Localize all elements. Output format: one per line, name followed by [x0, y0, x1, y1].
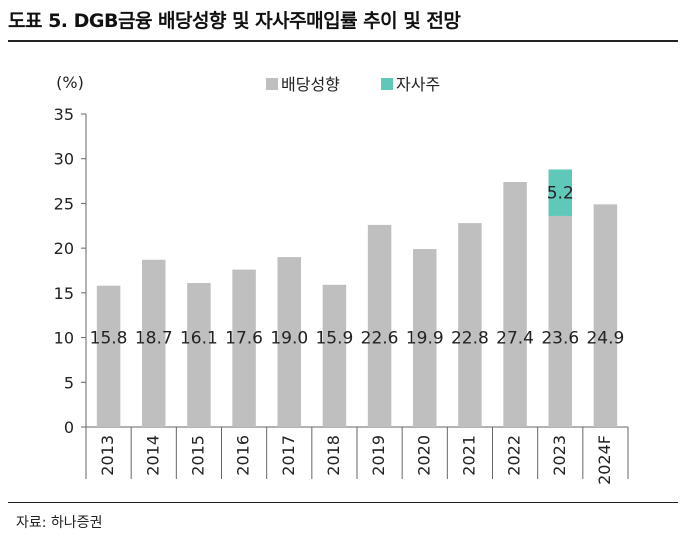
payout-bar	[142, 259, 166, 427]
bar-chart: (%) 0 5 10 15 20 25 30 35 2013 2014 2015 2016 2017 201…	[54, 73, 629, 485]
payout-bar	[232, 269, 256, 427]
x-tick-label: 2024F	[595, 435, 614, 485]
payout-bar	[322, 284, 347, 427]
payout-value-label: 15.9	[315, 329, 353, 349]
payout-bar	[96, 285, 121, 427]
payout-bar	[187, 283, 211, 427]
x-tick-label: 2020	[414, 435, 433, 476]
x-tick-label: 2018	[324, 435, 343, 476]
payout-value-label: 15.8	[90, 329, 128, 349]
payout-bar	[593, 204, 618, 427]
payout-value-label: 27.4	[496, 329, 534, 349]
x-tick-label: 2021	[459, 435, 478, 476]
x-tick-label: 2022	[505, 435, 524, 476]
bars-layer	[96, 169, 618, 427]
payout-bar	[413, 249, 437, 427]
payout-value-label: 22.8	[451, 329, 489, 349]
payout-value-label: 19.9	[406, 329, 444, 349]
y-tick-label: 25	[54, 194, 74, 213]
y-unit-label: (%)	[56, 73, 84, 92]
x-tick-label: 2015	[188, 435, 207, 476]
data-labels-layer: 15.8 18.7 16.1 17.6 19.0 15.9 22.6 19.9 22.8 27.4…	[90, 184, 625, 349]
source-note: 자료: 하나증권	[16, 515, 103, 531]
legend-swatch-buyback	[381, 78, 393, 90]
x-tick-label: 2016	[234, 435, 253, 476]
payout-value-label: 17.6	[225, 329, 263, 349]
figure-title: 도표 5. DGB금융 배당성향 및 자사주매입률 추이 및 전망	[8, 10, 461, 32]
axis-layer: (%) 0 5 10 15 20 25 30 35 2013 2014 2015 2016 2017 201…	[54, 73, 629, 485]
x-tick-label: 2013	[98, 435, 117, 476]
payout-bar	[548, 215, 572, 427]
payout-bar	[367, 224, 392, 427]
y-tick-label: 10	[54, 329, 74, 348]
payout-value-label: 23.6	[541, 329, 579, 349]
y-tick-label: 20	[54, 239, 74, 258]
payout-value-label: 18.7	[135, 329, 173, 349]
y-tick-label: 15	[54, 284, 74, 303]
x-tick-label: 2023	[550, 435, 569, 476]
buyback-bar	[548, 169, 572, 216]
x-tick-label: 2017	[279, 435, 298, 476]
payout-value-label: 22.6	[361, 329, 399, 349]
x-tick-label: 2019	[369, 435, 388, 476]
y-tick-label: 30	[54, 150, 74, 169]
source-rule	[8, 502, 678, 503]
y-tick-label: 5	[64, 373, 74, 392]
legend-label-payout: 배당성향	[281, 75, 340, 94]
payout-bar	[458, 223, 482, 427]
title-rule	[8, 40, 678, 42]
x-tick-label: 2014	[143, 435, 162, 476]
payout-value-label: 24.9	[586, 329, 624, 349]
legend-label-buyback: 자사주	[396, 75, 440, 94]
buyback-value-label: 5.2	[547, 184, 574, 204]
y-tick-label: 0	[64, 418, 74, 437]
legend: 배당성향 자사주	[266, 75, 440, 94]
y-tick-label: 35	[54, 105, 74, 124]
payout-bar	[503, 181, 527, 427]
payout-value-label: 16.1	[180, 329, 218, 349]
payout-bar	[277, 257, 301, 427]
payout-value-label: 19.0	[270, 329, 308, 349]
legend-swatch-payout	[266, 78, 278, 90]
